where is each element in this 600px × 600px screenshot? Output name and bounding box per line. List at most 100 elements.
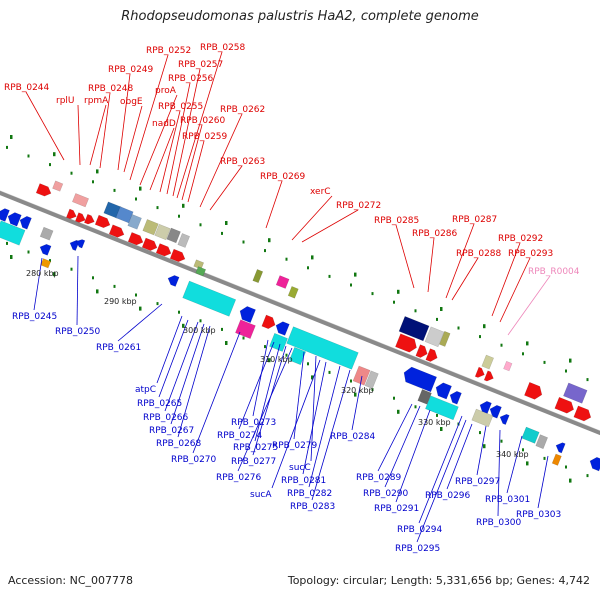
tick-dot (139, 186, 142, 191)
gene-glyph (115, 206, 134, 224)
gene-label-rpb_0266: RPB_0266 (143, 413, 189, 423)
gene-arrow-reverse (275, 321, 290, 336)
tick-dot (264, 249, 266, 253)
bottom-gene-labels: RPB_0245 RPB_0250 RPB_0261 atpC RPB_0265 RPB_… (12, 312, 561, 554)
gene-arrow-forward (155, 243, 172, 257)
tick-dot (354, 392, 357, 397)
gene-arrow-forward (573, 405, 592, 422)
genome-summary-text: Topology: circular; Length: 5,331,656 bp… (287, 574, 590, 587)
gene-glyph (72, 193, 89, 208)
gene-glyph (479, 401, 492, 415)
gene-box (286, 326, 359, 370)
tick-dot (479, 431, 481, 435)
gene-glyph (75, 239, 86, 249)
gene-box (193, 259, 205, 270)
gene-box (481, 354, 494, 370)
leader-line (506, 435, 523, 494)
gene-box (535, 434, 548, 450)
gene-label-rpb_0257: RPB_0257 (178, 60, 223, 70)
leader-line (252, 339, 269, 417)
gene-glyph (474, 366, 485, 378)
leader-line (308, 365, 341, 488)
gene-glyph (563, 382, 588, 404)
gene-label-rpb_0292: RPB_0292 (498, 234, 543, 244)
gene-glyph (193, 259, 205, 270)
gene-label-rpb_0285: RPB_0285 (374, 216, 419, 226)
gene-label-rpb_0248: RPB_0248 (88, 84, 134, 94)
tick-dot (565, 369, 567, 373)
gene-box (52, 180, 64, 192)
tick-dot (569, 478, 572, 483)
gene-glyph (483, 370, 494, 382)
tick-dot (53, 272, 56, 277)
leader-line (176, 51, 223, 199)
leader-line (507, 275, 551, 336)
gene-box (551, 453, 562, 466)
gene-label-rpb_0252: RPB_0252 (146, 46, 191, 56)
leader-line (416, 419, 467, 543)
gene-label-rpb_0262: RPB_0262 (220, 105, 265, 115)
gene-box (154, 223, 171, 241)
leader-line (33, 257, 43, 311)
tick-dot (311, 375, 314, 380)
gene-glyph (39, 226, 54, 241)
gene-label-succ: sucC (289, 463, 311, 473)
leader-line (166, 82, 191, 195)
gene-arrow-forward (94, 214, 111, 229)
tick-dot (543, 456, 546, 460)
leader-line (427, 237, 435, 293)
leader-line (164, 321, 199, 412)
gene-glyph (40, 258, 52, 269)
gene-arrow-reverse (435, 382, 452, 400)
gene-label-rpb_0277: RPB_0277 (231, 457, 276, 467)
leader-line (384, 405, 421, 488)
leader-line (181, 124, 203, 201)
gene-label-rpb_0303: RPB_0303 (516, 510, 561, 520)
gene-glyph (52, 180, 64, 192)
gene-arrow-forward (415, 344, 428, 358)
tick-dot (397, 409, 400, 414)
tick-dot (268, 238, 271, 243)
gene-glyph (252, 269, 264, 284)
gene-box (417, 389, 432, 405)
gene-arrow-forward (554, 396, 575, 414)
tick-dot (483, 444, 486, 449)
tick-dot (221, 231, 223, 235)
gene-label-rpb_0258: RPB_0258 (200, 43, 246, 53)
gene-box (424, 326, 445, 348)
leader-line (237, 347, 293, 472)
gene-box (521, 426, 540, 444)
gene-arrow-forward (425, 348, 438, 362)
gene-box (252, 269, 264, 284)
leader-line (89, 104, 107, 166)
leader-line (170, 323, 205, 425)
leader-line (158, 319, 189, 398)
gene-glyph (499, 413, 510, 425)
gene-label-rpb_0287: RPB_0287 (452, 215, 497, 225)
tick-dot (6, 145, 8, 149)
gene-label-nadd: nadD (152, 119, 176, 129)
scale-label: 280 kbp (26, 269, 59, 278)
gene-arrow-reverse (7, 212, 22, 227)
leader-line (302, 361, 327, 475)
gene-label-rpb_0249: RPB_0249 (108, 65, 154, 75)
leader-line (117, 73, 131, 171)
gene-box (269, 332, 288, 352)
gene-glyph (35, 183, 52, 197)
tick-dot (328, 274, 331, 278)
gene-label-atpc: atpC (135, 385, 156, 395)
gene-glyph (39, 243, 52, 256)
tick-dot (156, 206, 159, 210)
gene-label-obge: obgE (120, 97, 143, 107)
gene-box (142, 219, 159, 236)
tick-dot (285, 257, 288, 261)
gene-glyph (127, 232, 144, 246)
gene-glyph (0, 220, 26, 246)
gene-label-rpb_0291: RPB_0291 (374, 504, 419, 514)
tick-dot (92, 180, 94, 184)
gene-glyph (425, 348, 438, 362)
gene-label-rpb_0273: RPB_0273 (231, 418, 276, 428)
leader-line (117, 303, 163, 342)
gene-glyph (195, 266, 207, 277)
